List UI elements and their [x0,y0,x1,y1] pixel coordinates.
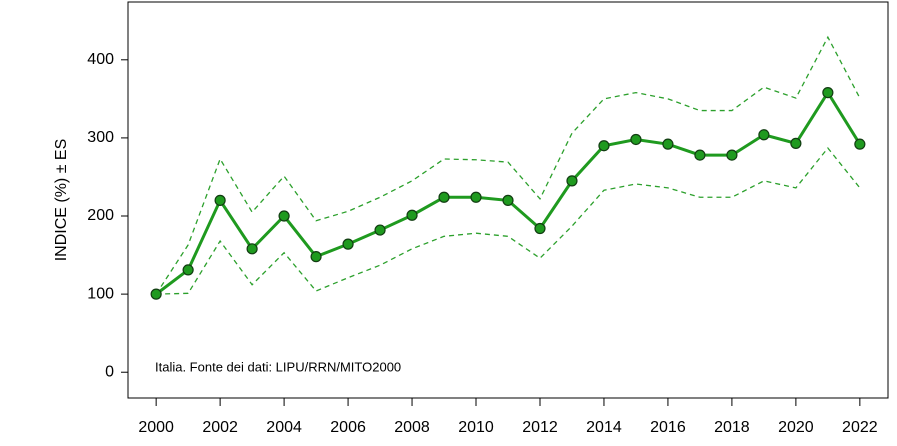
data-point [822,87,834,99]
data-point [150,288,162,300]
x-tick-label: 2014 [586,419,622,436]
x-tick-label: 2012 [522,419,558,436]
data-point [182,264,194,276]
data-point [502,194,514,206]
x-tick-label: 2002 [202,419,238,436]
data-point [534,222,546,235]
data-point [790,137,802,149]
x-tick-label: 2020 [778,419,814,436]
data-point [598,140,610,152]
data-point [406,209,418,221]
data-point [630,133,642,146]
data-point [374,224,386,236]
x-tick-label: 2018 [714,419,750,436]
x-tick-label: 2010 [458,419,494,436]
y-tick-label: 400 [87,51,114,68]
trend-line [155,89,862,296]
annotation: Italia. Fonte dei dati: LIPU/RRN/MITO200… [155,359,401,374]
x-tick-label: 2008 [394,419,430,436]
x-tick-label: 2000 [138,419,174,436]
data-point [342,238,354,250]
data-point [310,251,322,263]
y-tick-label: 100 [87,285,114,302]
y-axis-label: INDICE (%) ± ES [53,139,70,262]
data-point [278,210,290,222]
data-point [214,194,226,206]
data-point [662,138,674,150]
y-tick-label: 0 [105,363,114,380]
data-point [694,149,706,161]
x-tick-label: 2006 [330,419,366,436]
y-tick-label: 300 [87,129,114,146]
error-band-line [156,147,861,295]
error-band-line [155,35,861,295]
data-point [438,191,450,203]
data-point [566,175,578,187]
data-point [854,138,866,150]
y-tick-label: 200 [87,207,114,224]
data-point [470,191,482,203]
data-point [726,149,738,161]
x-tick-label: 2016 [650,419,686,436]
plot-box [127,1,889,399]
data-point [758,129,770,141]
data-point [246,243,258,255]
x-tick-label: 2022 [842,419,878,436]
x-tick-label: 2004 [266,419,302,436]
